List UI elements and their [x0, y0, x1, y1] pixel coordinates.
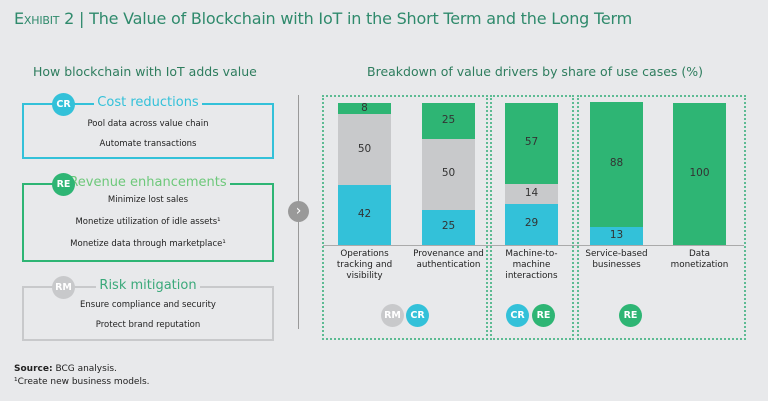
category-label: Operations tracking and visibility — [336, 249, 393, 281]
chart-title: Breakdown of value drivers by share of u… — [367, 64, 704, 79]
bar-segment-cr — [590, 226, 643, 245]
list-item: Protect brand reputation — [95, 320, 201, 330]
bar-segment-cr — [338, 185, 391, 245]
cr-badge: CR — [506, 304, 529, 327]
re-badge: RE — [52, 173, 75, 196]
re-badge: RE — [619, 304, 642, 327]
bar-value-label: 14 — [524, 186, 539, 199]
group-revenue-enhancements: Revenue enhancements RE Minimize lost sa… — [22, 173, 274, 262]
chart-baseline — [323, 245, 744, 246]
bar-value-label: 25 — [441, 220, 456, 233]
left-heading: How blockchain with IoT adds value — [33, 64, 257, 79]
chevron-right-icon: › — [288, 201, 309, 222]
bar-segment-re — [673, 103, 726, 245]
list-item: Pool data across value chain — [87, 119, 209, 129]
bar-value-label: 100 — [689, 167, 710, 179]
cr-badge: CR — [406, 304, 429, 327]
title-separator: | — [79, 9, 85, 28]
source-label: Source: — [14, 364, 53, 374]
bar-value-label: 29 — [524, 217, 539, 230]
category-label: Provenance and authentication — [413, 249, 484, 270]
title-text: The Value of Blockchain with IoT in the … — [89, 9, 633, 28]
rm-badge: RM — [52, 276, 75, 299]
bar-value-label: 13 — [609, 228, 624, 241]
list-item: Monetize utilization of idle assets¹ — [75, 217, 221, 227]
list-item: Automate transactions — [99, 139, 197, 149]
exhibit-number: Exhibit 2 — [14, 9, 75, 28]
source-note: Source: BCG analysis. — [14, 364, 117, 374]
exhibit-title: Exhibit 2 | The Value of Blockchain with… — [14, 9, 632, 28]
bar-value-label: 25 — [441, 113, 456, 126]
group-title: Revenue enhancements — [66, 175, 230, 190]
bar-segment-cr — [422, 209, 475, 245]
re-badge: RE — [532, 304, 555, 327]
bar-segment-cr — [505, 203, 558, 245]
source-text: BCG analysis. — [55, 364, 117, 374]
bar-segment-re — [590, 101, 643, 227]
bar-value-label: 88 — [609, 157, 624, 170]
category-label: Data monetization — [670, 249, 729, 270]
list-item: Monetize data through marketplace¹ — [70, 239, 226, 249]
category-label: Machine-to-machine interactions — [505, 249, 558, 281]
group-risk-mitigation: Risk mitigation RM Ensure compliance and… — [22, 276, 274, 341]
bar-segment-re — [338, 103, 391, 115]
footnote: ¹Create new business models. — [14, 377, 150, 387]
panel-rm-cr — [322, 95, 488, 340]
bar-value-label: 42 — [357, 208, 372, 221]
group-cost-reductions: Cost reductions CR Pool data across valu… — [22, 93, 274, 159]
bar-segment-re — [422, 103, 475, 139]
bar-segment-rm — [505, 183, 558, 204]
bar-value-label: 57 — [524, 136, 539, 149]
list-item: Ensure compliance and security — [80, 300, 216, 310]
cr-badge: CR — [52, 93, 75, 116]
panel-re — [577, 95, 746, 340]
group-title: Risk mitigation — [96, 278, 200, 293]
group-title: Cost reductions — [94, 95, 202, 110]
bar-segment-rm — [422, 138, 475, 210]
bar-value-label: 50 — [441, 167, 456, 179]
bar-value-label: 8 — [361, 101, 368, 114]
rm-badge: RM — [381, 304, 404, 327]
bar-segment-rm — [338, 114, 391, 186]
list-item: Minimize lost sales — [107, 195, 189, 205]
bar-value-label: 50 — [357, 142, 372, 155]
bar-segment-re — [505, 103, 558, 184]
panel-cr-re — [490, 95, 574, 340]
category-label: Service-based businesses — [585, 249, 648, 270]
